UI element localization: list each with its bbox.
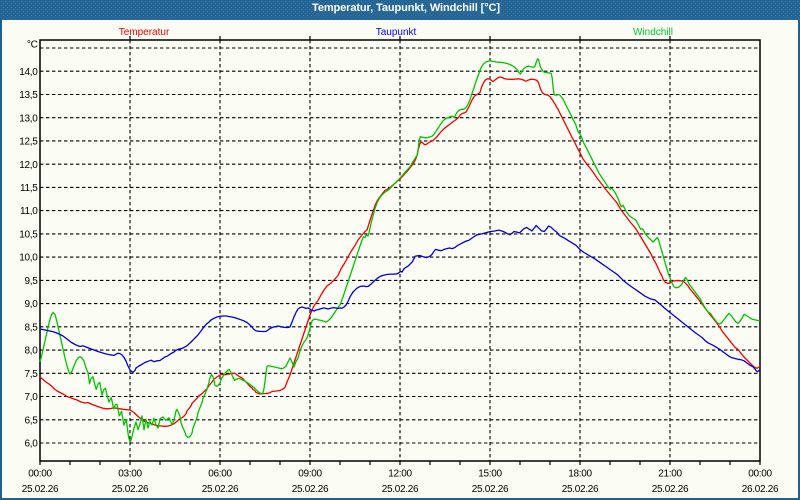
svg-text:Temperatur: Temperatur bbox=[119, 27, 170, 38]
svg-text:12,5: 12,5 bbox=[19, 137, 38, 148]
svg-text:25.02.26: 25.02.26 bbox=[292, 484, 329, 495]
svg-text:06:00: 06:00 bbox=[208, 469, 232, 480]
svg-text:25.02.26: 25.02.26 bbox=[472, 484, 509, 495]
svg-text:13,5: 13,5 bbox=[19, 90, 38, 101]
svg-text:6,0: 6,0 bbox=[24, 439, 38, 450]
svg-text:13,0: 13,0 bbox=[19, 113, 38, 124]
svg-text:25.02.26: 25.02.26 bbox=[202, 484, 239, 495]
svg-text:11,0: 11,0 bbox=[20, 206, 38, 217]
svg-text:11,5: 11,5 bbox=[20, 183, 38, 194]
svg-text:25.02.26: 25.02.26 bbox=[382, 484, 419, 495]
svg-text:°C: °C bbox=[27, 40, 38, 51]
svg-text:18:00: 18:00 bbox=[568, 469, 592, 480]
svg-text:25.02.26: 25.02.26 bbox=[22, 484, 59, 495]
svg-text:12,0: 12,0 bbox=[19, 160, 38, 171]
svg-text:8,5: 8,5 bbox=[24, 322, 38, 333]
svg-text:26.02.26: 26.02.26 bbox=[742, 484, 779, 495]
svg-text:00:00: 00:00 bbox=[748, 469, 772, 480]
svg-text:21:00: 21:00 bbox=[658, 469, 682, 480]
svg-text:6,5: 6,5 bbox=[24, 415, 38, 426]
svg-text:Windchill: Windchill bbox=[633, 27, 673, 38]
svg-text:25.02.26: 25.02.26 bbox=[652, 484, 689, 495]
svg-text:10,0: 10,0 bbox=[19, 253, 38, 264]
svg-text:7,5: 7,5 bbox=[24, 369, 38, 380]
svg-text:Taupunkt: Taupunkt bbox=[376, 27, 417, 38]
svg-text:9,5: 9,5 bbox=[24, 276, 38, 287]
svg-text:8,0: 8,0 bbox=[24, 346, 38, 357]
svg-text:10,5: 10,5 bbox=[19, 230, 38, 241]
svg-text:7,0: 7,0 bbox=[24, 392, 38, 403]
svg-text:12:00: 12:00 bbox=[388, 469, 412, 480]
svg-text:25.02.26: 25.02.26 bbox=[562, 484, 599, 495]
svg-text:00:00: 00:00 bbox=[28, 469, 52, 480]
svg-text:14,0: 14,0 bbox=[19, 67, 38, 78]
svg-text:15:00: 15:00 bbox=[478, 469, 502, 480]
svg-text:25.02.26: 25.02.26 bbox=[112, 484, 149, 495]
svg-text:9,0: 9,0 bbox=[24, 299, 38, 310]
svg-text:03:00: 03:00 bbox=[118, 469, 142, 480]
svg-text:09:00: 09:00 bbox=[298, 469, 322, 480]
